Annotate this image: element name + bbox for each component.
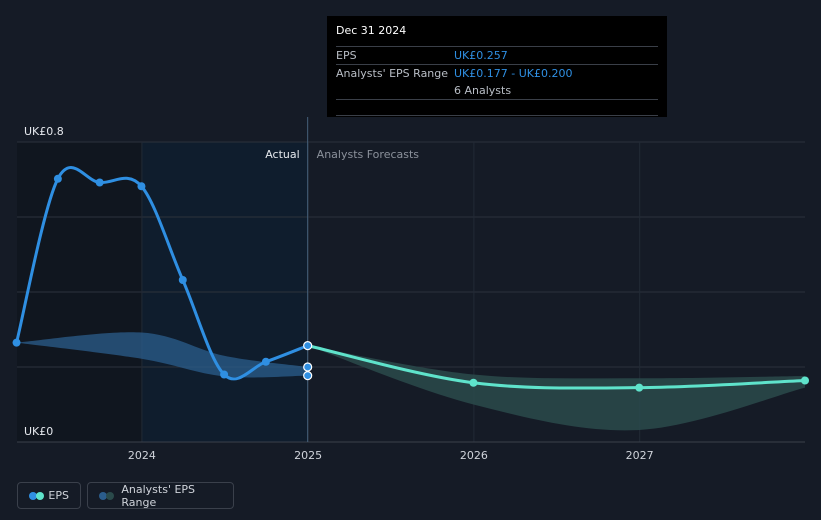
tooltip-divider bbox=[336, 115, 658, 116]
actual-label: Actual bbox=[265, 148, 299, 161]
tooltip-analysts-label bbox=[336, 82, 454, 99]
x-tick-label: 2026 bbox=[460, 449, 488, 462]
tooltip-spacer bbox=[336, 99, 658, 115]
y-tick-label: UK£0.8 bbox=[24, 125, 64, 138]
legend-eps-toggle[interactable]: EPS bbox=[17, 482, 81, 509]
tooltip-row-analysts: 6 Analysts bbox=[336, 82, 658, 99]
legend-range-label: Analysts' EPS Range bbox=[121, 482, 196, 509]
x-tick-label: 2027 bbox=[626, 449, 654, 462]
range-point bbox=[303, 362, 313, 372]
eps-line-forecast bbox=[307, 344, 806, 390]
tooltip-eps-value: UK£0.257 bbox=[454, 49, 508, 62]
eps-point bbox=[801, 376, 809, 385]
y-tick-label: UK£0 bbox=[24, 425, 53, 438]
eps-point bbox=[303, 341, 313, 351]
tooltip-eps-label: EPS bbox=[336, 49, 357, 62]
eps-line-actual bbox=[15, 166, 309, 381]
x-tick-label: 2024 bbox=[128, 449, 156, 462]
eps-point bbox=[137, 182, 146, 191]
eps-range-band-actual bbox=[16, 332, 308, 378]
eps-point bbox=[261, 357, 270, 366]
range-legend-icon bbox=[99, 491, 114, 500]
eps-point bbox=[95, 178, 104, 187]
legend-eps-label: EPS bbox=[48, 489, 69, 502]
eps-legend-icon bbox=[29, 491, 44, 500]
x-tick-label: 2025 bbox=[294, 449, 322, 462]
tooltip-row-eps: EPS UK£0.257 bbox=[336, 46, 658, 64]
eps-point bbox=[469, 378, 478, 387]
legend-range-toggle[interactable]: Analysts' EPS Range bbox=[87, 482, 234, 509]
range-point bbox=[303, 371, 313, 381]
forecast-label: Analysts Forecasts bbox=[317, 148, 420, 161]
tooltip-analysts-value: 6 Analysts bbox=[454, 84, 512, 97]
tooltip-row-range: Analysts' EPS Range UK£0.177 - UK£0.200 bbox=[336, 64, 658, 82]
eps-point bbox=[635, 383, 644, 392]
eps-tooltip: Dec 31 2024 EPS UK£0.257 Analysts' EPS R… bbox=[327, 16, 667, 117]
eps-point bbox=[220, 370, 229, 379]
tooltip-date: Dec 31 2024 bbox=[336, 24, 407, 37]
eps-point bbox=[178, 276, 187, 284]
eps-point bbox=[12, 338, 21, 347]
tooltip-range-value: UK£0.177 - UK£0.200 bbox=[454, 67, 573, 80]
tooltip-range-label: Analysts' EPS Range bbox=[336, 67, 449, 80]
eps-point bbox=[53, 174, 62, 183]
